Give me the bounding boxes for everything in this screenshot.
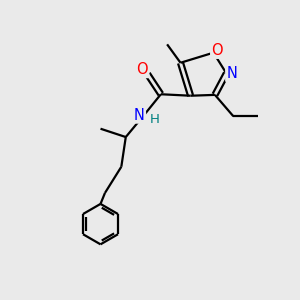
Text: N: N bbox=[226, 66, 237, 81]
Text: N: N bbox=[134, 107, 145, 122]
Text: H: H bbox=[149, 113, 159, 126]
Text: O: O bbox=[136, 62, 148, 77]
Text: O: O bbox=[211, 43, 223, 58]
